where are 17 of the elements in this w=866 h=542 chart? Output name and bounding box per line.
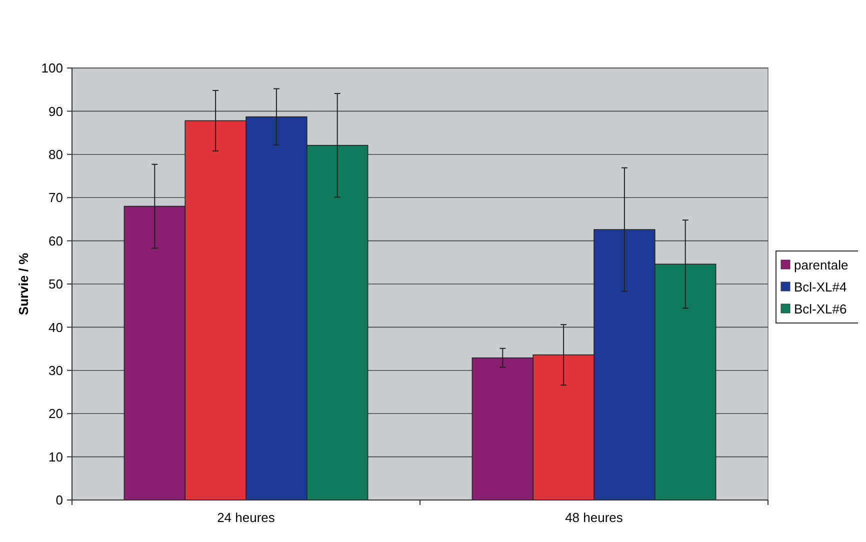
y-axis-title: Survie / % bbox=[16, 252, 31, 316]
y-tick-label: 50 bbox=[48, 276, 63, 292]
y-tick-label: 70 bbox=[48, 190, 63, 206]
y-tick-label: 0 bbox=[56, 492, 63, 508]
y-tick-label: 20 bbox=[48, 406, 63, 422]
y-tick-label: 40 bbox=[48, 320, 63, 335]
y-tick-label: 80 bbox=[48, 146, 63, 162]
legend-label: Bcl-XL#6 bbox=[794, 302, 847, 317]
y-tick-label: 90 bbox=[48, 104, 63, 119]
y-tick-label: 10 bbox=[48, 449, 63, 464]
x-tick-label: 24 heures bbox=[217, 510, 276, 525]
legend-label: parentale bbox=[794, 258, 848, 273]
y-tick-label: 100 bbox=[41, 60, 63, 76]
legend-label: Bcl-XL#4 bbox=[794, 280, 847, 295]
y-tick-label: 30 bbox=[48, 362, 63, 378]
y-tick-label: 60 bbox=[48, 233, 63, 248]
x-tick-label: 48 heures bbox=[565, 510, 624, 525]
